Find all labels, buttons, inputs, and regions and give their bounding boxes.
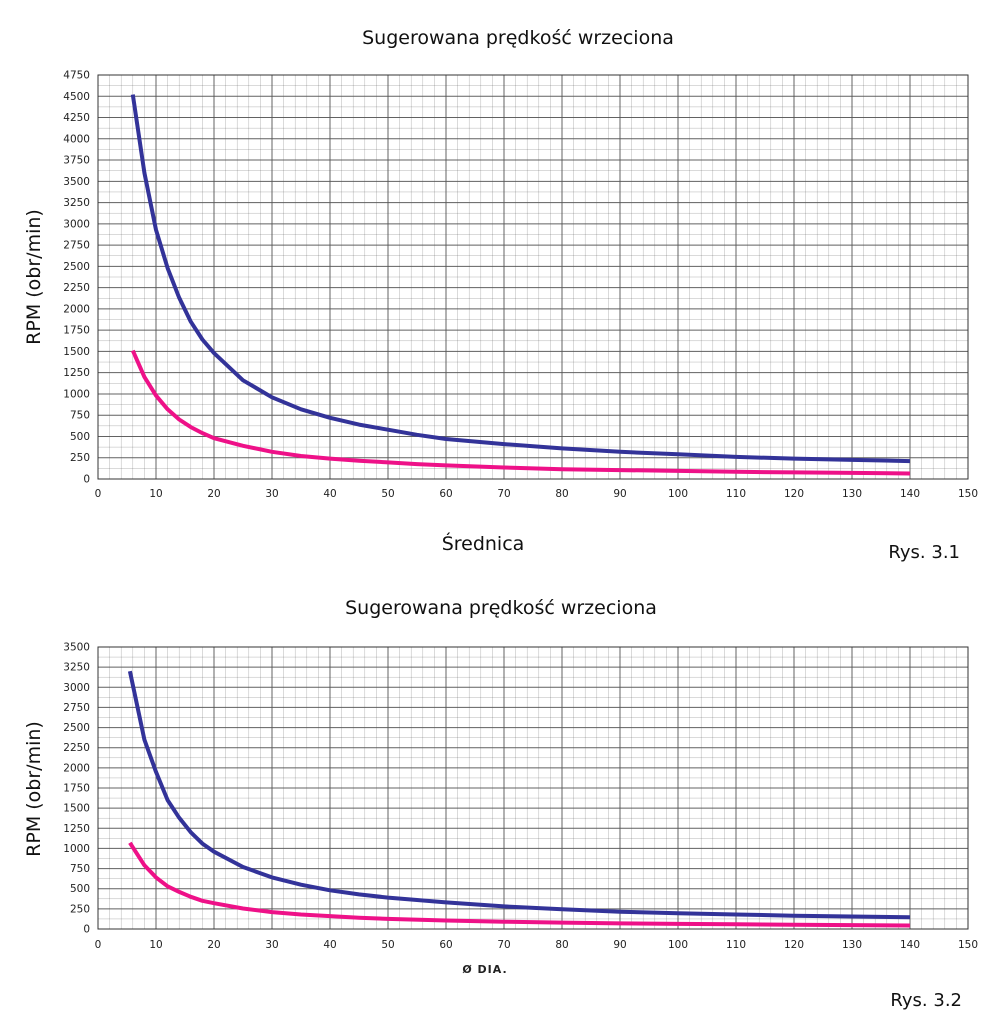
chart-1-plot-frame <box>97 74 969 480</box>
y-tick-label: 4500 <box>63 91 90 103</box>
x-tick-label: 0 <box>95 939 102 951</box>
y-tick-label: 3250 <box>63 197 90 209</box>
x-tick-label: 120 <box>784 488 804 500</box>
chart-2-figure-label: Rys. 3.2 <box>890 990 962 1011</box>
y-tick-label: 4250 <box>63 112 90 124</box>
x-tick-label: 10 <box>149 939 162 951</box>
x-tick-label: 70 <box>497 488 510 500</box>
x-tick-label: 80 <box>555 488 568 500</box>
y-tick-label: 2250 <box>63 282 90 294</box>
x-tick-label: 30 <box>265 939 278 951</box>
y-tick-label: 1000 <box>63 388 90 400</box>
x-tick-label: 90 <box>613 939 626 951</box>
chart-1-minor-grid <box>97 74 969 480</box>
x-tick-label: 30 <box>265 488 278 500</box>
y-tick-label: 2250 <box>63 742 90 754</box>
series-line-1 <box>130 94 911 464</box>
x-tick-label: 0 <box>95 488 102 500</box>
x-tick-label: 100 <box>668 939 688 951</box>
chart-2-x-tick-labels: 0 10 20 30 40 50 60 70 80 90 100 110 120 130 140 150 <box>95 939 978 951</box>
x-tick-label: 140 <box>900 939 920 951</box>
chart-2-y-tick-labels: 0 250 500 750 1000 1250 1500 1750 2000 2250 2500 27… <box>63 642 90 936</box>
y-tick-label: 3000 <box>63 218 90 230</box>
chart-2-y-axis-label: RPM (obr/min) <box>23 721 45 857</box>
chart-1-y-axis-label: RPM (obr/min) <box>23 209 45 345</box>
x-tick-label: 70 <box>497 939 510 951</box>
y-tick-label: 2500 <box>63 261 90 273</box>
y-tick-label: 3500 <box>63 176 90 188</box>
x-tick-label: 110 <box>726 488 746 500</box>
y-tick-label: 1500 <box>63 346 90 358</box>
y-tick-label: 2750 <box>63 702 90 714</box>
y-tick-label: 1250 <box>63 367 90 379</box>
y-tick-label: 3500 <box>63 642 90 654</box>
chart-2: Sugerowana prędkość wrzeciona 0250500750… <box>23 597 978 1011</box>
x-tick-label: 50 <box>381 488 394 500</box>
chart-1-series <box>130 94 911 476</box>
x-tick-label: 90 <box>613 488 626 500</box>
chart-1-title: Sugerowana prędkość wrzeciona <box>362 27 674 49</box>
x-tick-label: 50 <box>381 939 394 951</box>
chart-1-major-grid <box>97 74 969 480</box>
chart-2-series <box>127 670 911 928</box>
y-tick-label: 3000 <box>63 682 90 694</box>
y-tick-label: 3750 <box>63 155 90 167</box>
x-tick-label: 140 <box>900 488 920 500</box>
x-tick-label: 60 <box>439 939 452 951</box>
x-tick-label: 40 <box>323 488 336 500</box>
series-line-2 <box>130 349 911 476</box>
y-tick-label: 1750 <box>63 325 90 337</box>
y-tick-label: 250 <box>70 903 90 915</box>
chart-1-x-tick-labels: 0 10 20 30 40 50 60 70 80 90 100 110 120 130 140 150 <box>95 488 978 500</box>
chart-2-title: Sugerowana prędkość wrzeciona <box>345 597 657 619</box>
x-tick-label: 130 <box>842 939 862 951</box>
y-tick-label: 750 <box>70 410 90 422</box>
y-tick-label: 2750 <box>63 240 90 252</box>
x-tick-label: 10 <box>149 488 162 500</box>
series-line-2 <box>128 841 911 928</box>
x-tick-label: 110 <box>726 939 746 951</box>
y-tick-label: 0 <box>83 924 90 936</box>
y-tick-label: 1750 <box>63 783 90 795</box>
chart-1: Sugerowana prędkość wrzeciona 0250500750… <box>23 27 978 563</box>
x-tick-label: 130 <box>842 488 862 500</box>
chart-1-figure-label: Rys. 3.1 <box>888 542 960 563</box>
x-tick-label: 40 <box>323 939 336 951</box>
x-tick-label: 80 <box>555 939 568 951</box>
chart-2-x-axis-label: Ø DIA. <box>462 963 507 976</box>
x-tick-label: 100 <box>668 488 688 500</box>
y-tick-label: 0 <box>83 474 90 486</box>
y-tick-label: 1000 <box>63 843 90 855</box>
x-tick-label: 60 <box>439 488 452 500</box>
y-tick-label: 500 <box>70 431 90 443</box>
chart-2-plot-frame <box>97 646 969 930</box>
y-tick-label: 3250 <box>63 662 90 674</box>
x-tick-label: 150 <box>958 488 978 500</box>
y-tick-label: 2500 <box>63 722 90 734</box>
y-tick-label: 2000 <box>63 303 90 315</box>
y-tick-label: 1250 <box>63 823 90 835</box>
series-line-1 <box>127 670 911 920</box>
y-tick-label: 1500 <box>63 803 90 815</box>
y-tick-label: 4750 <box>63 70 90 82</box>
chart-1-x-axis-label: Średnica <box>442 531 525 555</box>
x-tick-label: 20 <box>207 488 220 500</box>
y-tick-label: 750 <box>70 863 90 875</box>
x-tick-label: 120 <box>784 939 804 951</box>
y-tick-label: 2000 <box>63 762 90 774</box>
y-tick-label: 250 <box>70 452 90 464</box>
y-tick-label: 500 <box>70 883 90 895</box>
chart-2-major-grid <box>97 646 969 930</box>
y-tick-label: 4000 <box>63 133 90 145</box>
chart-1-y-tick-labels: 0 250 500 750 1000 1250 1500 1750 2000 2250 2500 27… <box>63 70 90 486</box>
x-tick-label: 20 <box>207 939 220 951</box>
x-tick-label: 150 <box>958 939 978 951</box>
